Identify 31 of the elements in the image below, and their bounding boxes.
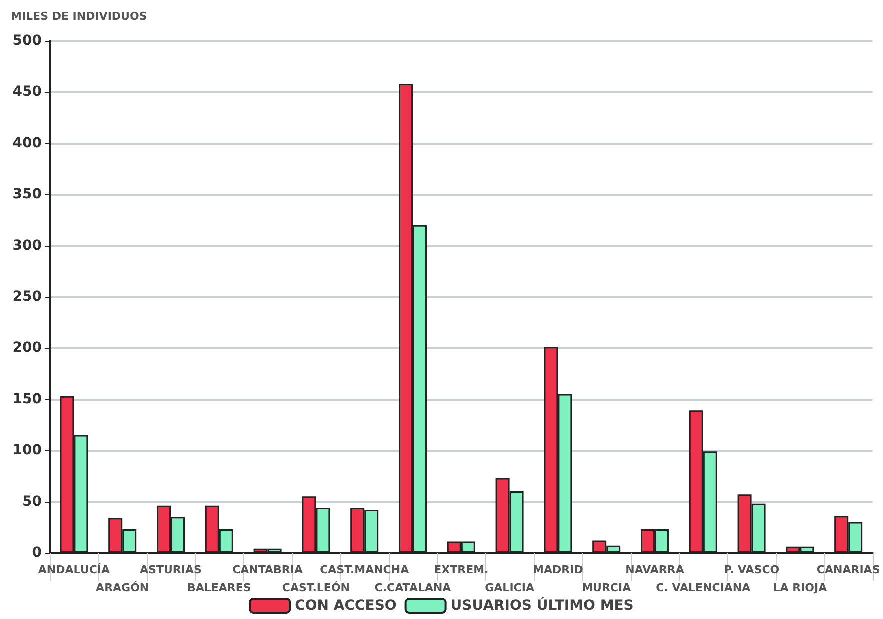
x-tick-label: MADRID: [533, 564, 584, 576]
x-tick-label: BALEARES: [187, 582, 252, 594]
x-tick-label: GALICIA: [485, 582, 535, 594]
x-tick-label: ASTURIAS: [140, 564, 202, 576]
legend-label: USUARIOS ÚLTIMO MES: [450, 597, 634, 614]
y-tick-label: 350: [12, 186, 42, 203]
x-tick-label: CAST.LEÓN: [282, 580, 350, 594]
y-tick-label: 50: [22, 494, 42, 510]
y-tick-label: 400: [12, 135, 42, 152]
x-tick-label: NAVARRA: [626, 564, 685, 576]
x-tick-label: ANDALUCÍA: [38, 562, 110, 576]
x-tick-label: C.CATALANA: [374, 582, 452, 594]
y-tick-label: 0: [32, 545, 42, 561]
y-tick-label: 100: [12, 442, 42, 459]
x-tick-label: CAST.MANCHA: [320, 564, 410, 576]
x-tick-label: CANTABRIA: [232, 564, 304, 576]
y-axis-title: MILES DE INDIVIDUOS: [11, 10, 148, 23]
x-tick-label: P. VASCO: [724, 564, 780, 576]
x-tick-label: EXTREM.: [434, 564, 489, 576]
x-tick-label: ARAGÓN: [96, 580, 150, 594]
x-tick-label: C. VALENCIANA: [656, 582, 752, 594]
y-tick-label: 200: [12, 340, 42, 356]
y-tick-label: 500: [12, 33, 42, 49]
y-tick-label: 250: [12, 289, 42, 305]
y-tick-label: 150: [12, 391, 42, 408]
y-tick-label: 300: [12, 238, 42, 254]
x-tick-label: MURCIA: [582, 582, 632, 594]
y-tick-label: 450: [12, 84, 42, 100]
legend-label: CON ACCESO: [295, 598, 397, 614]
x-tick-label: CANARIAS: [816, 564, 880, 576]
x-tick-label: LA RIOJA: [773, 582, 828, 594]
